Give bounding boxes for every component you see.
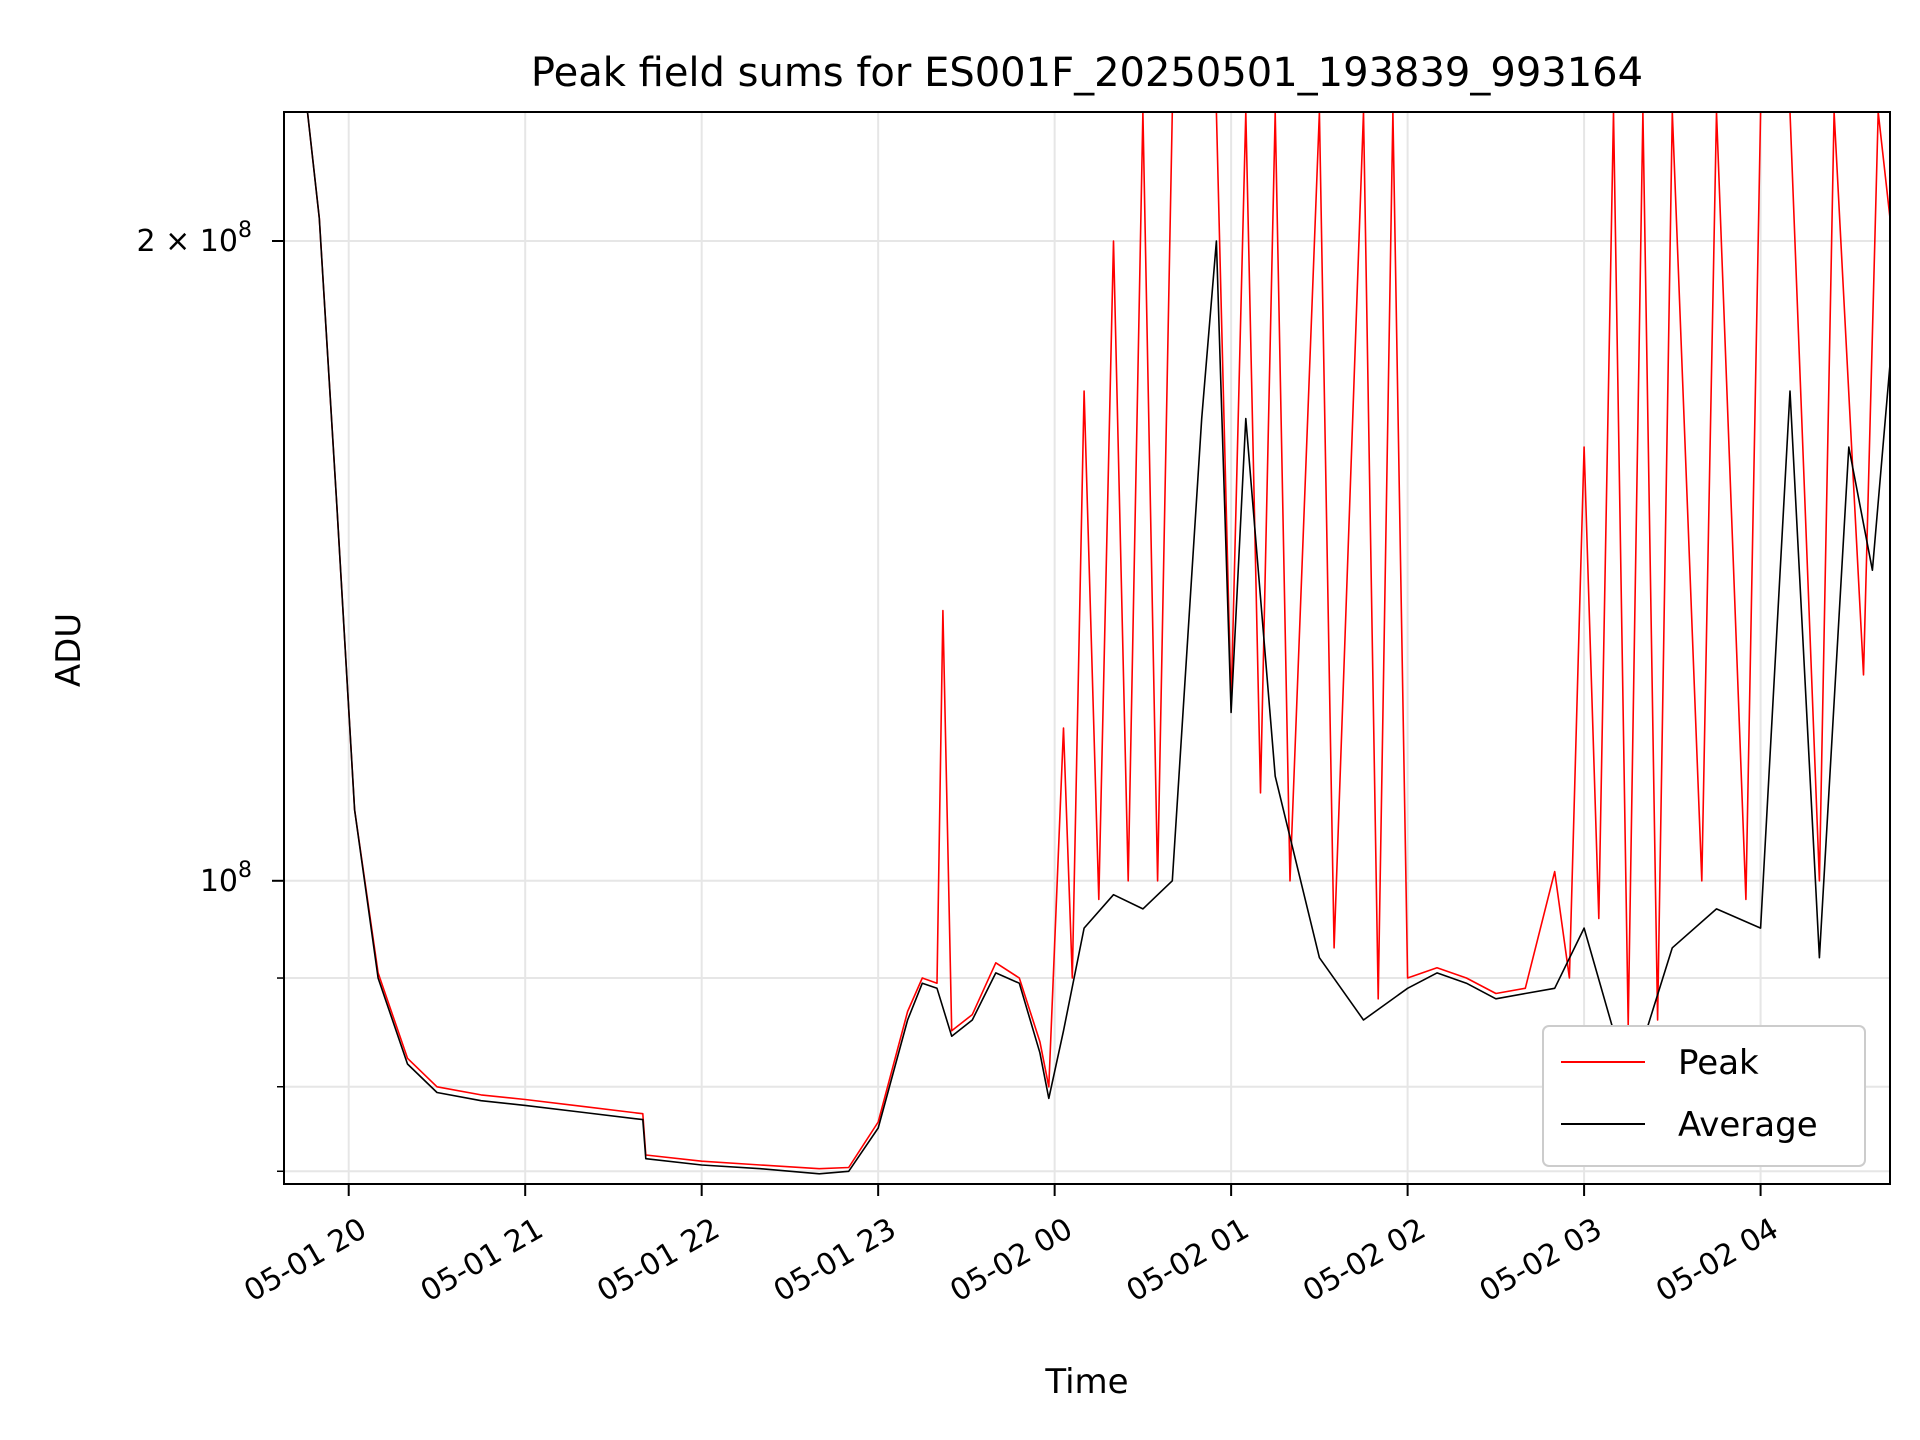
chart-title: Peak field sums for ES001F_20250501_1938… bbox=[531, 50, 1643, 96]
series-line-average bbox=[284, 112, 1890, 1175]
legend-average-label: Average bbox=[1678, 1105, 1818, 1145]
y-tick-exponent: 8 bbox=[238, 218, 252, 243]
x-axis-label: Time bbox=[1044, 1362, 1128, 1402]
y-axis-label: ADU bbox=[49, 613, 89, 687]
legend-peak-label: Peak bbox=[1678, 1043, 1759, 1083]
plot-area bbox=[284, 112, 1890, 1175]
plot-frame bbox=[283, 111, 1891, 1185]
x-grid bbox=[347, 112, 1762, 1184]
y-tick-label: 2 × 108 bbox=[137, 218, 252, 259]
legend: Peak Average bbox=[1542, 1025, 1866, 1167]
y-tick-exponent: 8 bbox=[238, 858, 252, 883]
